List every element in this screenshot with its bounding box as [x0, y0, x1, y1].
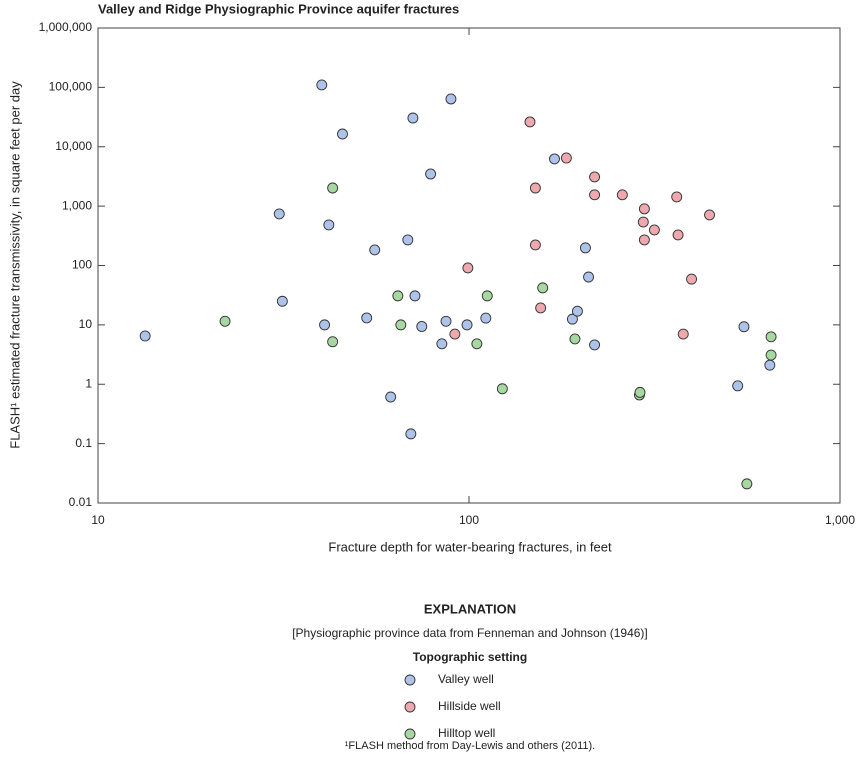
data-point	[405, 428, 417, 440]
y-axis-label: FLASH¹ estimated fracture transmissivity…	[7, 81, 22, 449]
data-point	[671, 191, 683, 203]
footnote: ¹FLASH method from Day-Lewis and others …	[345, 740, 595, 752]
data-point	[677, 328, 689, 340]
data-point	[765, 349, 777, 361]
data-point	[569, 333, 581, 345]
legend-title: EXPLANATION	[424, 601, 516, 616]
data-point	[449, 328, 461, 340]
data-point	[732, 380, 744, 392]
data-point	[392, 290, 404, 302]
data-point	[549, 153, 560, 165]
data-point	[219, 315, 231, 327]
data-point	[566, 313, 578, 325]
data-point	[409, 290, 421, 302]
data-point	[648, 224, 660, 236]
y-tick-label: 0.1	[75, 436, 92, 450]
y-tick-label: 100	[72, 258, 92, 272]
data-point	[589, 189, 601, 201]
data-point	[402, 234, 414, 246]
data-point	[445, 93, 457, 105]
data-point	[369, 244, 381, 256]
data-point	[738, 321, 750, 333]
x-tick-label: 10	[91, 513, 105, 527]
data-point	[529, 239, 541, 251]
x-tick-label: 1,000	[825, 513, 855, 527]
data-point	[361, 312, 373, 324]
y-tick-label: 10	[79, 317, 93, 331]
legend-label: Hilltop well	[438, 726, 495, 740]
data-point	[589, 339, 601, 351]
data-point	[765, 331, 777, 343]
data-point	[496, 383, 508, 395]
y-tick-label: 1	[85, 376, 92, 390]
data-point	[327, 182, 339, 194]
data-point	[634, 386, 646, 398]
legend-marker	[404, 701, 416, 713]
x-axis-label: Fracture depth for water-bearing fractur…	[328, 539, 612, 554]
data-point	[395, 319, 407, 331]
data-point	[686, 273, 698, 285]
data-point	[385, 391, 397, 403]
data-point	[481, 290, 493, 302]
data-point	[407, 112, 419, 124]
data-point	[327, 336, 339, 348]
data-point	[535, 302, 547, 314]
chart-title: Valley and Ridge Physiographic Province …	[98, 1, 459, 16]
legend-subtitle: Topographic setting	[413, 650, 527, 664]
data-point	[616, 189, 628, 201]
data-point	[461, 319, 473, 331]
data-point	[638, 203, 650, 215]
data-point	[524, 116, 536, 128]
data-point	[741, 478, 753, 490]
legend-marker	[404, 728, 416, 740]
data-point	[583, 271, 594, 283]
y-tick-label: 1,000	[62, 198, 92, 212]
y-tick-label: 10,000	[55, 139, 92, 153]
y-tick-label: 0.01	[69, 495, 93, 509]
data-point	[589, 171, 601, 183]
data-point	[571, 305, 583, 317]
data-point	[529, 182, 541, 194]
y-tick-label: 100,000	[49, 80, 93, 94]
data-point	[480, 312, 492, 324]
data-point	[323, 219, 335, 231]
data-point	[579, 242, 591, 254]
data-point	[764, 359, 776, 371]
data-point	[425, 168, 437, 180]
legend-label: Hillside well	[438, 699, 501, 713]
data-point	[316, 79, 328, 91]
x-tick-label: 100	[459, 513, 479, 527]
data-point	[337, 128, 348, 140]
legend-label: Valley well	[438, 672, 494, 686]
data-point	[440, 315, 452, 327]
data-point	[273, 208, 285, 220]
data-point	[416, 321, 428, 332]
data-point	[637, 216, 649, 228]
y-tick-label: 1,000,000	[39, 20, 93, 34]
data-point	[436, 338, 448, 350]
data-point	[139, 330, 151, 342]
data-point	[704, 209, 715, 221]
data-point	[319, 319, 331, 331]
legend-marker	[404, 674, 416, 686]
data-point	[560, 152, 572, 164]
data-point	[638, 234, 650, 246]
data-point	[462, 262, 474, 274]
data-point	[471, 338, 483, 350]
data-point	[537, 282, 549, 294]
legend-note: [Physiographic province data from Fennem…	[292, 626, 648, 640]
data-point	[276, 295, 288, 307]
data-point	[672, 229, 684, 241]
